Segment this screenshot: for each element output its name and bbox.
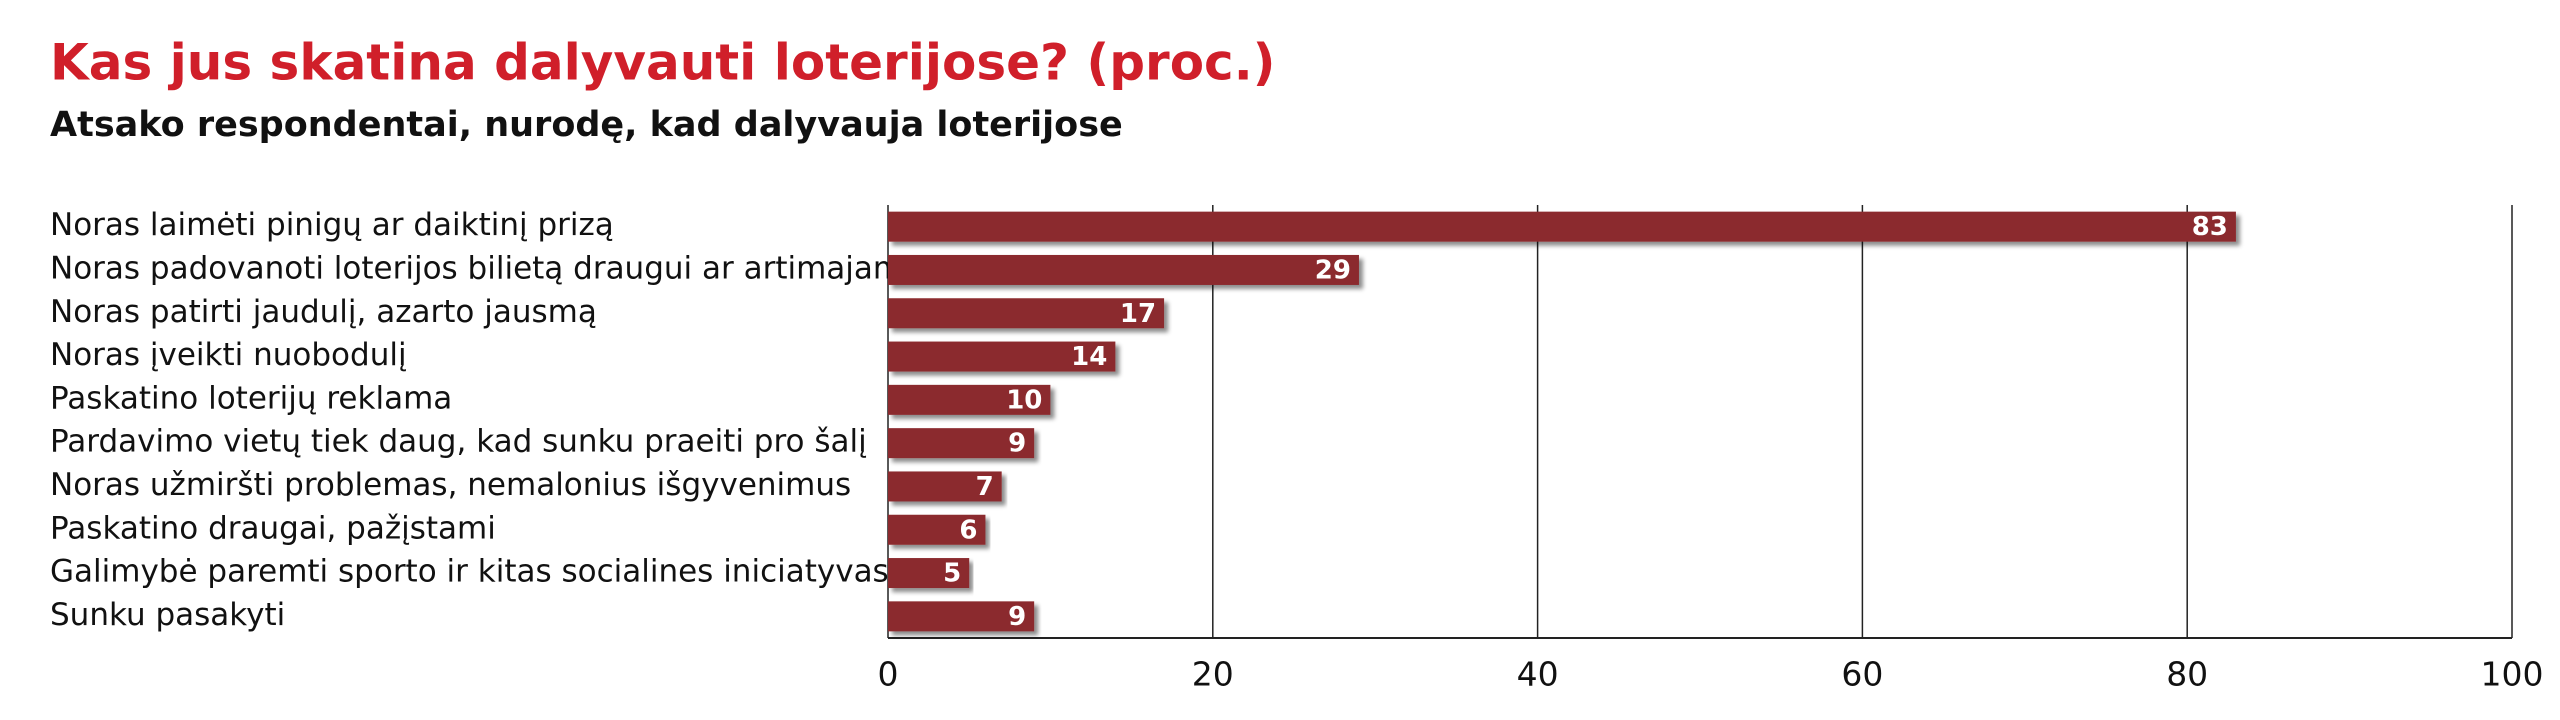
x-tick-label: 100	[2481, 655, 2544, 694]
chart-title: Kas jus skatina dalyvauti loterijose? (p…	[50, 34, 1276, 92]
value-label: 17	[1120, 299, 1156, 329]
category-label: Pardavimo vietų tiek daug, kad sunku pra…	[50, 424, 867, 460]
value-label: 5	[943, 559, 961, 589]
category-label: Noras įveikti nuobodulį	[50, 337, 407, 373]
bar	[888, 384, 1051, 415]
category-label: Noras laimėti pinigų ar daiktinį prizą	[50, 207, 614, 243]
value-label: 14	[1071, 342, 1107, 372]
bar	[888, 341, 1116, 372]
value-label: 10	[1006, 385, 1042, 415]
chart-subtitle: Atsako respondentai, nurodę, kad dalyvau…	[50, 105, 1123, 145]
category-label: Galimybė paremti sporto ir kitas sociali…	[50, 554, 889, 590]
bar	[888, 601, 1035, 632]
value-label: 7	[976, 472, 994, 502]
bar	[888, 514, 986, 545]
x-tick-label: 0	[878, 655, 899, 694]
bar	[888, 428, 1035, 459]
category-label: Noras užmiršti problemas, nemalonius išg…	[50, 467, 851, 503]
value-label: 29	[1315, 255, 1351, 285]
category-label: Noras patirti jaudulį, azarto jausmą	[50, 294, 597, 330]
x-tick-label: 60	[1841, 655, 1883, 694]
value-label: 9	[1008, 429, 1026, 459]
category-label: Paskatino loterijų reklama	[50, 380, 452, 416]
bar	[888, 471, 1002, 502]
category-label: Noras padovanoti loterijos bilietą draug…	[50, 250, 903, 286]
bar	[888, 558, 970, 589]
bar	[888, 254, 1359, 285]
x-tick-label: 40	[1517, 655, 1559, 694]
value-label: 83	[2192, 212, 2228, 242]
x-tick-label: 20	[1192, 655, 1234, 694]
value-label: 9	[1008, 602, 1026, 632]
value-label: 6	[959, 515, 977, 545]
category-label: Sunku pasakyti	[50, 597, 285, 633]
bar	[888, 298, 1165, 329]
x-tick-label: 80	[2166, 655, 2208, 694]
category-label: Paskatino draugai, pažįstami	[50, 510, 496, 546]
bar	[888, 211, 2236, 242]
